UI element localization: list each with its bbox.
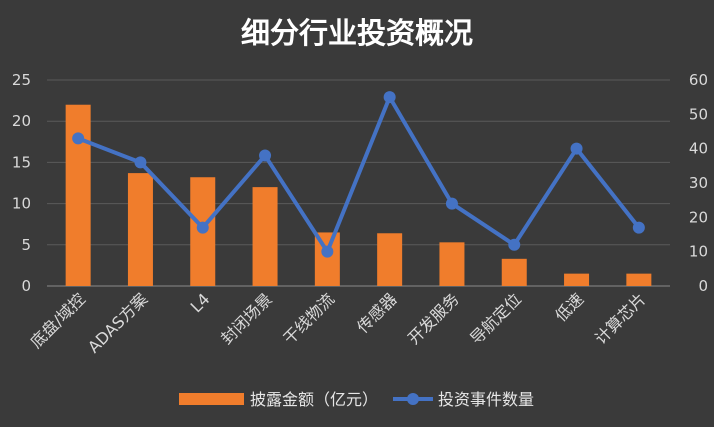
line-point [508,238,521,251]
line-point [570,142,583,155]
category-label: 干线物流 [279,289,338,348]
left-tick-label: 10 [12,195,31,213]
right-tick-label: 30 [689,174,708,192]
line-point [632,221,645,234]
right-axis-ticks: 0 10 20 30 40 50 60 [689,71,708,295]
bar [564,273,590,286]
bar [65,104,91,286]
line-point [259,149,272,162]
legend-bar-label: 披露金额（亿元） [250,390,378,409]
line-point [445,197,458,210]
category-label: L4 [187,289,214,316]
line-point [196,221,209,234]
right-tick-label: 0 [698,277,708,295]
line-point [134,156,147,169]
category-label: 开发服务 [404,289,463,348]
category-label: 封闭场景 [217,289,276,348]
legend: 披露金额（亿元） 投资事件数量 [179,390,534,409]
category-label: 导航定位 [466,289,525,348]
category-label: 传感器 [353,289,400,336]
line-path [77,95,641,254]
legend-line-marker [407,393,419,405]
bar [127,173,153,286]
category-label: 低速 [551,289,587,325]
left-tick-label: 0 [21,277,31,295]
legend-bar-swatch [179,393,244,405]
left-tick-label: 15 [12,153,31,171]
left-tick-label: 25 [12,71,31,89]
line-point [321,245,334,258]
bar [377,233,403,286]
bar [501,258,527,286]
bar-series [65,104,652,286]
line-point [72,132,85,145]
bar [439,242,465,286]
line-series [72,91,645,258]
right-tick-label: 20 [689,208,708,226]
bar [626,273,652,286]
left-axis-ticks: 0 5 10 15 20 25 [12,71,31,295]
right-tick-label: 10 [689,243,708,261]
bar [252,187,278,286]
category-label: ADAS方案 [84,289,151,356]
left-tick-label: 5 [21,236,31,254]
line-point [383,91,396,104]
left-tick-label: 20 [12,112,31,130]
right-tick-label: 40 [689,140,708,158]
chart-title: 细分行业投资概况 [241,16,473,50]
right-tick-label: 60 [689,71,708,89]
legend-line-label: 投资事件数量 [438,390,534,409]
right-tick-label: 50 [689,105,708,123]
category-label: 计算芯片 [591,289,650,348]
category-label: 底盘/域控 [26,289,89,352]
